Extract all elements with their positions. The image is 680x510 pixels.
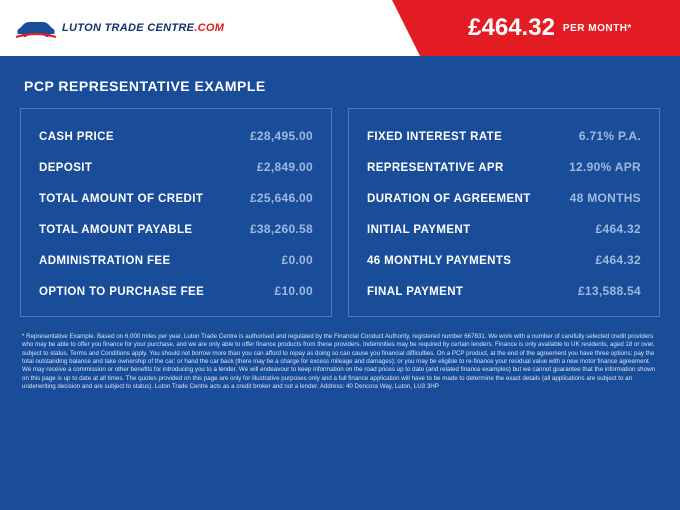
price-suffix: PER MONTH* bbox=[563, 23, 632, 34]
row-label: 46 MONTHLY PAYMENTS bbox=[367, 255, 511, 267]
row-label: DURATION OF AGREEMENT bbox=[367, 193, 531, 205]
finance-row: 46 MONTHLY PAYMENTS £464.32 bbox=[367, 253, 641, 267]
panels-container: CASH PRICE £28,495.00 DEPOSIT £2,849.00 TOTA… bbox=[0, 108, 680, 317]
row-value: £464.32 bbox=[596, 222, 641, 236]
finance-row: ADMINISTRATION FEE £0.00 bbox=[39, 253, 313, 267]
brand-logo: LUTON TRADE CENTRE.COM bbox=[14, 14, 224, 42]
row-label: REPRESENTATIVE APR bbox=[367, 162, 504, 174]
finance-row: DURATION OF AGREEMENT 48 MONTHS bbox=[367, 191, 641, 205]
row-value: 48 MONTHS bbox=[570, 191, 641, 205]
row-value: £25,646.00 bbox=[250, 191, 313, 205]
row-label: FINAL PAYMENT bbox=[367, 286, 463, 298]
row-value: £28,495.00 bbox=[250, 129, 313, 143]
logo-area: LUTON TRADE CENTRE.COM bbox=[0, 0, 420, 56]
row-label: FIXED INTEREST RATE bbox=[367, 131, 502, 143]
finance-row: OPTION TO PURCHASE FEE £10.00 bbox=[39, 284, 313, 298]
brand-name: LUTON TRADE CENTRE.COM bbox=[62, 22, 224, 34]
row-label: TOTAL AMOUNT PAYABLE bbox=[39, 224, 192, 236]
row-value: £38,260.58 bbox=[250, 222, 313, 236]
right-panel: FIXED INTEREST RATE 6.71% P.A. REPRESENTAT… bbox=[348, 108, 660, 317]
row-value: £0.00 bbox=[281, 253, 313, 267]
finance-row: INITIAL PAYMENT £464.32 bbox=[367, 222, 641, 236]
finance-row: TOTAL AMOUNT PAYABLE £38,260.58 bbox=[39, 222, 313, 236]
row-label: CASH PRICE bbox=[39, 131, 114, 143]
row-value: £13,588.54 bbox=[578, 284, 641, 298]
finance-row: TOTAL AMOUNT OF CREDIT £25,646.00 bbox=[39, 191, 313, 205]
row-label: OPTION TO PURCHASE FEE bbox=[39, 286, 204, 298]
page-title: PCP REPRESENTATIVE EXAMPLE bbox=[0, 56, 680, 108]
price-amount: £464.32 bbox=[468, 14, 555, 42]
row-value: 6.71% P.A. bbox=[579, 129, 641, 143]
row-label: TOTAL AMOUNT OF CREDIT bbox=[39, 193, 203, 205]
row-value: £464.32 bbox=[596, 253, 641, 267]
brand-name-main: LUTON TRADE CENTRE bbox=[62, 22, 194, 34]
row-label: DEPOSIT bbox=[39, 162, 92, 174]
row-label: INITIAL PAYMENT bbox=[367, 224, 471, 236]
car-icon bbox=[14, 14, 58, 42]
row-value: £2,849.00 bbox=[257, 160, 313, 174]
brand-name-suffix: .COM bbox=[194, 22, 224, 34]
finance-row: REPRESENTATIVE APR 12.90% APR bbox=[367, 160, 641, 174]
finance-row: DEPOSIT £2,849.00 bbox=[39, 160, 313, 174]
finance-row: FINAL PAYMENT £13,588.54 bbox=[367, 284, 641, 298]
row-value: £10.00 bbox=[274, 284, 313, 298]
row-value: 12.90% APR bbox=[569, 160, 641, 174]
finance-row: CASH PRICE £28,495.00 bbox=[39, 129, 313, 143]
row-label: ADMINISTRATION FEE bbox=[39, 255, 171, 267]
finance-row: FIXED INTEREST RATE 6.71% P.A. bbox=[367, 129, 641, 143]
header: LUTON TRADE CENTRE.COM £464.32 PER MONTH… bbox=[0, 0, 680, 56]
price-banner: £464.32 PER MONTH* bbox=[420, 0, 680, 56]
disclaimer-text: * Representative Example. Based on 6,000… bbox=[0, 317, 680, 406]
left-panel: CASH PRICE £28,495.00 DEPOSIT £2,849.00 TOTA… bbox=[20, 108, 332, 317]
